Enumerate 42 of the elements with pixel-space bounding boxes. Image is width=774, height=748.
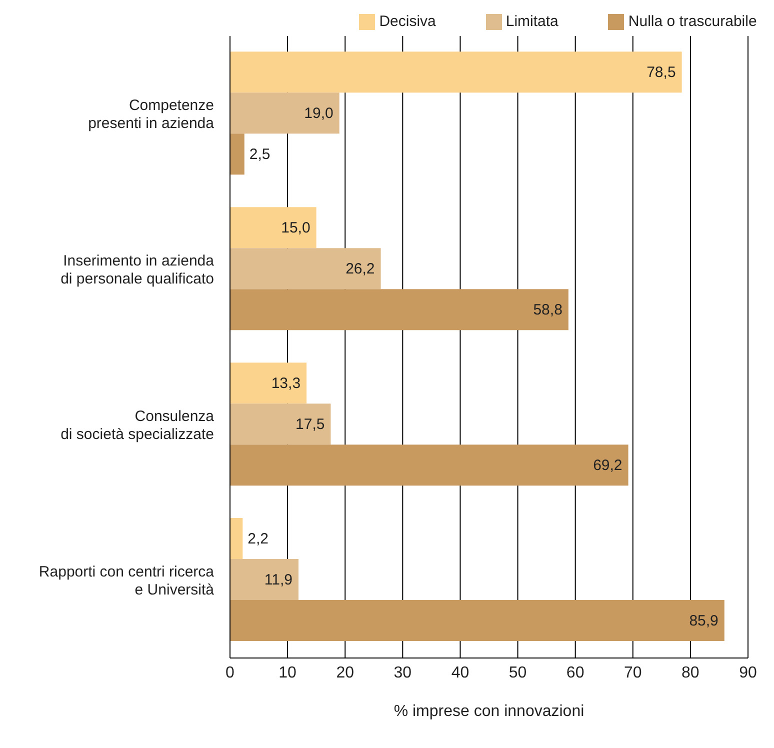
y-tick-label: Consulenza di società specializzate — [60, 408, 215, 443]
bar — [230, 207, 316, 248]
x-tick-label: 90 — [739, 664, 757, 682]
data-label: 78,5 — [646, 64, 676, 82]
y-tick-label: Rapporti con centri ricerca e Università — [38, 563, 215, 598]
y-tick-label: Competenze presenti in azienda — [88, 96, 215, 132]
x-tick-label: 40 — [451, 664, 470, 682]
x-tick-label: 20 — [336, 664, 354, 682]
data-label: 13,3 — [271, 375, 301, 392]
data-label: 11,9 — [264, 572, 292, 589]
bar — [230, 518, 243, 560]
legend-label: Limitata — [506, 13, 558, 30]
data-label: 69,2 — [593, 457, 622, 474]
x-tick-label: 70 — [624, 664, 642, 682]
x-tick-label: 50 — [508, 664, 527, 682]
x-axis-title: % imprese con innovazioni — [394, 703, 584, 720]
bar — [230, 248, 381, 290]
x-tick-label: 60 — [566, 664, 584, 682]
bar — [230, 92, 340, 134]
x-tick-label: 30 — [394, 664, 412, 682]
x-tick-label: 10 — [278, 664, 297, 682]
data-label: 26,2 — [346, 260, 375, 278]
bar — [230, 600, 724, 642]
data-label: 2,5 — [249, 146, 270, 164]
bar — [230, 289, 568, 330]
bar — [230, 559, 298, 600]
data-label: 85,9 — [689, 612, 718, 630]
bar — [230, 134, 244, 175]
y-tick-label: Inserimento in azienda di personale qualificato — [60, 252, 215, 288]
data-label: 17,5 — [296, 416, 325, 434]
bar — [230, 362, 307, 404]
data-label: 19,0 — [304, 105, 334, 122]
bar — [230, 404, 331, 445]
bar — [230, 444, 628, 486]
legend-label: Decisiva — [379, 13, 436, 30]
legend-label: Nulla o trascurabile — [628, 13, 757, 30]
data-label: 58,8 — [533, 302, 562, 319]
x-tick-label: 80 — [682, 664, 700, 682]
data-label: 15,0 — [281, 220, 310, 237]
x-tick-label: 0 — [226, 664, 235, 682]
data-label: 2,2 — [248, 530, 269, 548]
bar — [230, 52, 682, 93]
